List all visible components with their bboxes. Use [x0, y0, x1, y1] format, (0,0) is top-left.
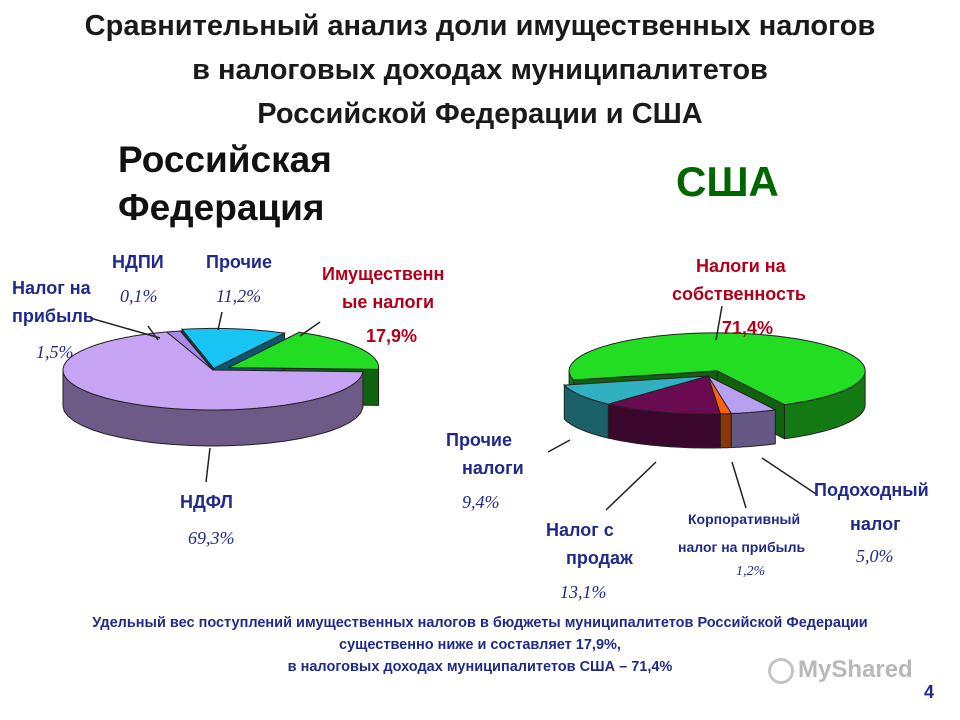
footer-line-3: в налоговых доходах муниципалитетов США … — [287, 659, 673, 675]
page-number: 4 — [924, 682, 935, 702]
watermark-icon — [768, 657, 794, 684]
leader-line-5 — [715, 305, 723, 341]
us-label-income-1: Подоходный — [814, 480, 929, 500]
us-label-corp-1: Корпоративный — [688, 511, 801, 527]
us-value-income: 5,0% — [856, 546, 894, 566]
rf-label-ndfl: НДФЛ — [180, 492, 233, 512]
us-label-income-2: налог — [850, 514, 901, 534]
rf-label-other: Прочие — [206, 252, 273, 272]
rf-label-profit-1: Налог на — [12, 278, 91, 298]
leader-line-7 — [605, 461, 657, 511]
pie1-slice-4 — [563, 375, 709, 405]
us-value-sales: 13,1% — [560, 582, 607, 602]
leader-line-8 — [731, 461, 747, 509]
pie0-slice-0 — [228, 331, 380, 370]
rf-label-property-1: Имущественн — [322, 264, 445, 284]
us-label-property-1: Налоги на — [696, 256, 786, 276]
us-label-sales-1: Налог с — [546, 520, 614, 540]
leader-line-1 — [217, 311, 223, 331]
leader-line-4 — [205, 447, 211, 483]
us-value-property: 71,4% — [722, 318, 774, 338]
us-label-property-2: собственность — [672, 284, 806, 304]
title-line-2: в налоговых доходах муниципалитетов — [192, 54, 768, 86]
pie0-slice-4 — [181, 327, 287, 370]
title-line-3: Российской Федерации и США — [257, 98, 703, 130]
footer-line-2: существенно ниже и составляет 17,9%, — [339, 637, 621, 653]
rf-value-ndpi: 0,1% — [120, 286, 158, 306]
us-label-other-2: налоги — [462, 458, 524, 478]
rf-value-profit: 1,5% — [36, 342, 74, 362]
us-value-corp: 1,2% — [736, 564, 766, 579]
rf-label-ndpi: НДПИ — [112, 252, 164, 272]
pie1-slice-0 — [568, 332, 866, 406]
rf-label-profit-2: прибыль — [12, 306, 94, 326]
rf-value-property: 17,9% — [366, 326, 418, 346]
us-label-corp-2: налог на прибыль — [678, 539, 806, 555]
us-label-sales-2: продаж — [566, 548, 633, 568]
leader-line-6 — [547, 439, 571, 453]
leader-line-9 — [761, 457, 817, 495]
pie0-slice-3 — [179, 330, 214, 371]
pie0-slice-1 — [62, 331, 364, 411]
us-value-other: 9,4% — [462, 492, 500, 512]
us-chart-title: США — [676, 158, 779, 205]
leader-line-2 — [299, 321, 321, 337]
leader-line-3 — [89, 317, 161, 339]
rf-label-property-2: ые налоги — [342, 292, 435, 312]
pie1-side-1 — [730, 409, 776, 449]
pie1-slice-1 — [706, 374, 777, 415]
watermark-logo: MyShared — [768, 656, 913, 684]
footer-line-1: Удельный вес поступлений имущественных н… — [92, 615, 868, 631]
page-title: Сравнительный анализ доли имущественных … — [0, 4, 960, 136]
rf-value-other: 11,2% — [216, 286, 262, 306]
pie1-side-2 — [719, 413, 732, 449]
title-line-1: Сравнительный анализ доли имущественных … — [84, 10, 876, 42]
rf-chart-title: Российская Федерация — [118, 139, 332, 228]
pie1-slice-3 — [608, 375, 721, 415]
watermark-text: MyShared — [798, 656, 913, 683]
us-label-other-1: Прочие — [446, 430, 513, 450]
footer-note: Удельный вес поступлений имущественных н… — [0, 612, 960, 678]
rf-value-ndfl: 69,3% — [188, 528, 235, 548]
